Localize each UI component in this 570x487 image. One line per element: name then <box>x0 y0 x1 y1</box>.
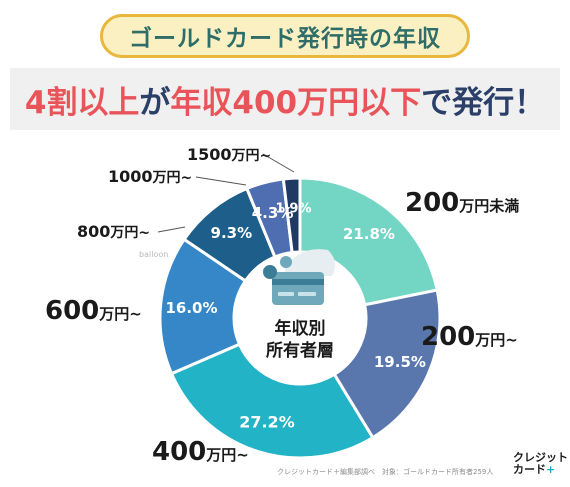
category-label-unit: 万円未満 <box>459 197 520 215</box>
slice-value-label: 4.3% <box>251 203 294 222</box>
headline-part-3: 年収400万円以下 <box>170 84 422 121</box>
category-label: 400万円~ <box>152 437 249 467</box>
category-label-unit: 万円~ <box>99 305 142 323</box>
category-label: 200万円未満 <box>405 188 519 218</box>
category-label: 200万円~ <box>421 322 518 352</box>
category-label-unit: 万円~ <box>231 148 272 164</box>
category-label-number: 400 <box>152 437 207 467</box>
slice-value-label: 16.0% <box>165 298 218 317</box>
category-label-unit: 万円~ <box>206 446 249 464</box>
category-label: 600万円~ <box>45 296 142 326</box>
center-label-line-2: 所有者層 <box>266 341 334 361</box>
category-label: 800万円~ <box>77 222 150 242</box>
slice-value-label: 1.9% <box>275 201 312 217</box>
balloon-watermark: balloon <box>139 250 169 259</box>
category-label-unit: 万円~ <box>152 170 193 186</box>
brand-logo: クレジット カード+ <box>513 451 568 477</box>
slice-value-label: 21.8% <box>342 224 395 243</box>
headline-part-2: が <box>139 84 171 121</box>
slice-value-label: 9.3% <box>210 224 253 243</box>
leader-line <box>262 153 295 173</box>
slice-value-label: 27.2% <box>239 412 295 432</box>
leader-line <box>195 176 247 186</box>
category-label-number: 800 <box>77 222 111 241</box>
brand-line-1: クレジット <box>513 451 568 464</box>
headline: 4割以上が年収400万円以下 で発行！ <box>10 68 560 130</box>
category-label: 1000万円~ <box>108 167 192 187</box>
slice-value-label: 19.5% <box>373 352 426 371</box>
center-label: 年収別 所有者層 <box>266 318 334 362</box>
donut-hole <box>234 252 366 384</box>
category-label-number: 200 <box>421 322 476 352</box>
chart-title: ゴールドカード発行時の年収 <box>100 14 470 58</box>
category-label-number: 1500 <box>187 145 232 164</box>
headline-part-4: で発行！ <box>421 84 546 121</box>
category-label-number: 600 <box>45 296 100 326</box>
category-label-unit: 万円~ <box>110 225 151 241</box>
category-label: 1500万円~ <box>187 145 271 165</box>
source-note: クレジットカード＋編集部調べ 対象：ゴールドカード所有者259人 <box>277 468 494 476</box>
category-label-unit: 万円~ <box>475 331 518 349</box>
category-label-number: 200 <box>405 188 460 218</box>
headline-part-1: 4割以上 <box>24 84 140 121</box>
credit-card-icon <box>263 249 336 305</box>
center-label-line-1: 年収別 <box>274 318 326 339</box>
category-label-number: 1000 <box>108 167 153 186</box>
brand-line-2: カード <box>513 463 546 477</box>
brand-plus: + <box>546 463 556 477</box>
leader-line <box>157 226 186 233</box>
